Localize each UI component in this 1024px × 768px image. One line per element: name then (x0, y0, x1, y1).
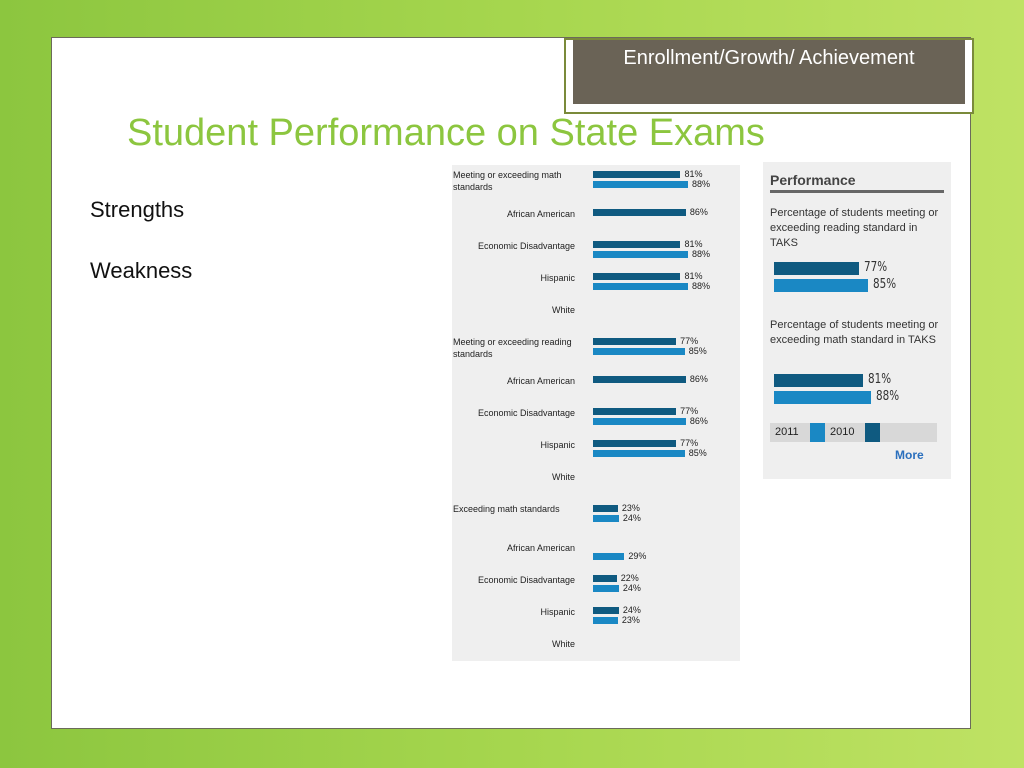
bar-value: 88% (692, 179, 711, 189)
bar-dark (593, 505, 618, 512)
bar-value: 88% (692, 281, 711, 291)
section-tag-text: Enrollment/Growth/ Achievement (573, 40, 965, 104)
subgroup-label: Hispanic (540, 607, 575, 617)
bar-value: 24% (622, 583, 641, 593)
subgroup-label: White (551, 639, 575, 649)
subgroup-bar-chart: Meeting or exceeding math standards 81% 88… (452, 165, 740, 661)
bar-value: 24% (622, 513, 641, 523)
group-label: Meeting or exceeding math standards (453, 170, 562, 192)
bar-value: 77% (680, 438, 699, 448)
bar-light (593, 450, 685, 457)
subgroup-label: Economic Disadvantage (477, 241, 575, 251)
legend-label-2010: 2010 (830, 426, 855, 438)
bar-value: 77% (680, 336, 699, 346)
bar-light (593, 585, 619, 592)
bar-dark (593, 338, 677, 345)
perf-bar-value: 85% (872, 277, 896, 292)
group-label: Exceeding math standards (453, 504, 560, 514)
more-link[interactable]: More (895, 448, 924, 462)
bar-light (593, 348, 685, 355)
bar-value: 23% (621, 615, 640, 625)
bar-value: 23% (621, 503, 640, 513)
perf-group-label: Percentage of students meeting or exceed… (770, 319, 939, 346)
bar-value: 88% (692, 249, 711, 259)
bar-value: 86% (689, 374, 708, 384)
bar-light (593, 251, 689, 258)
bar-value: 86% (689, 416, 708, 426)
bar-light (593, 515, 619, 522)
legend: 2011 2010 (770, 423, 937, 442)
bar-light (593, 283, 689, 290)
bar-light (593, 553, 625, 560)
performance-title: Performance (770, 172, 856, 188)
legend-swatch-2010 (865, 423, 880, 442)
bar-dark (593, 440, 677, 447)
bar-dark (593, 607, 619, 614)
bar-dark (593, 171, 681, 178)
bar-light (593, 181, 689, 188)
perf-bar-value: 88% (875, 389, 899, 404)
bar-value: 81% (684, 169, 703, 179)
section-tag: Enrollment/Growth/ Achievement (564, 38, 974, 114)
bar-dark (593, 241, 681, 248)
bar-dark (593, 209, 686, 216)
perf-bar-value: 81% (868, 372, 892, 387)
bar-value: 29% (628, 551, 647, 561)
legend-label-2011: 2011 (775, 426, 799, 438)
perf-bar-2011 (774, 374, 864, 387)
bullet-weakness: Weakness (90, 258, 193, 283)
performance-panel: Performance 2011 2010 More Percentage of… (763, 162, 951, 479)
bar-value: 85% (688, 346, 707, 356)
subgroup-label: African American (506, 376, 575, 386)
bar-light (593, 418, 686, 425)
bar-value: 85% (688, 448, 707, 458)
bar-dark (593, 408, 677, 415)
bar-value: 22% (620, 573, 639, 583)
subgroup-label: White (551, 305, 575, 315)
perf-group-label: Percentage of students meeting or exceed… (770, 207, 939, 249)
subgroup-label: Economic Disadvantage (477, 575, 575, 585)
bar-dark (593, 273, 681, 280)
bar-value: 81% (684, 271, 703, 281)
bar-value: 86% (689, 207, 708, 217)
bar-dark (593, 376, 686, 383)
bar-value: 81% (684, 239, 703, 249)
subgroup-label: Economic Disadvantage (477, 408, 575, 418)
bar-dark (593, 575, 617, 582)
subgroup-label: Hispanic (540, 440, 575, 450)
perf-bar-2010 (774, 391, 871, 404)
group-label: Meeting or exceeding reading standards (453, 337, 572, 359)
legend-swatch-2011 (810, 423, 825, 442)
perf-bar-2010 (774, 279, 868, 292)
bar-light (593, 617, 618, 624)
page-title: Student Performance on State Exams (127, 112, 765, 154)
subgroup-label: African American (506, 543, 575, 553)
perf-bar-value: 77% (863, 260, 887, 275)
subgroup-label: Hispanic (540, 273, 575, 283)
bar-value: 77% (680, 406, 699, 416)
bullet-strengths: Strengths (90, 197, 185, 222)
subgroup-label: African American (506, 209, 575, 219)
bar-value: 24% (622, 605, 641, 615)
perf-bar-2011 (774, 262, 859, 275)
subgroup-label: White (551, 472, 575, 482)
performance-rule (770, 190, 944, 193)
